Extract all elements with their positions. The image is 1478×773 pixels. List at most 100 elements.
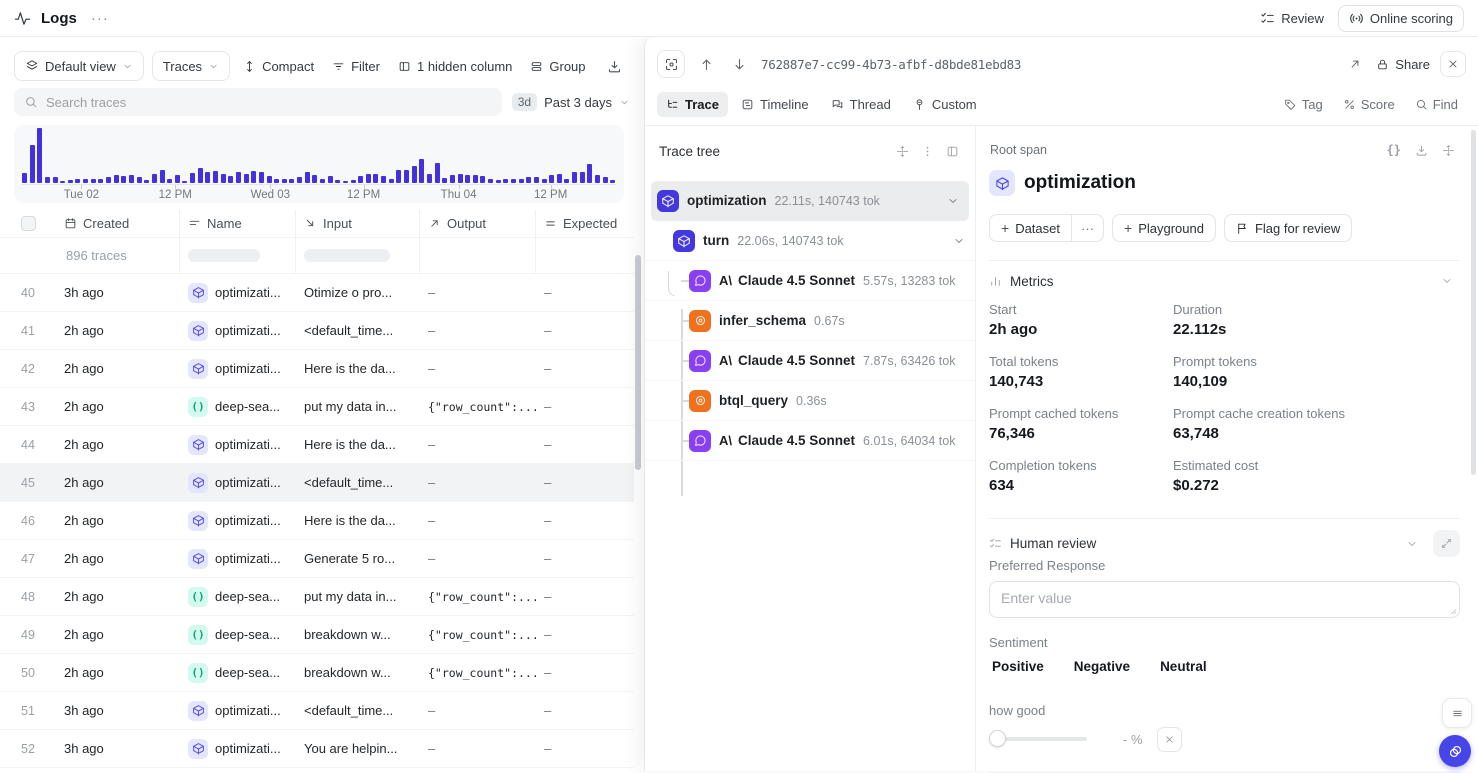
tree-node-llm[interactable]: A\ Claude 4.5 Sonnet 6.01s, 64034 tok — [645, 421, 975, 461]
filter-button[interactable]: Filter — [327, 51, 385, 81]
sentiment-positive-button[interactable]: Positive — [992, 659, 1044, 674]
collapse-metrics-chevron[interactable] — [1434, 272, 1460, 290]
time-range-selector[interactable]: 3d Past 3 days — [512, 93, 630, 111]
histogram-bar — [373, 174, 378, 183]
histogram-bar — [228, 176, 233, 183]
export-download-button[interactable] — [603, 55, 626, 78]
code-icon: () — [188, 663, 208, 683]
chevron-down-icon[interactable] — [947, 195, 959, 207]
cube-icon — [188, 701, 208, 721]
panel-menu-button[interactable] — [1442, 698, 1472, 728]
add-to-dataset-button[interactable]: + Dataset — [989, 214, 1071, 242]
tag-button[interactable]: Tag — [1276, 93, 1331, 116]
histogram-bar — [274, 179, 279, 183]
view-selector[interactable]: Default view — [14, 51, 144, 81]
column-header-input[interactable]: Input — [296, 210, 420, 237]
online-scoring-button[interactable]: Online scoring — [1338, 5, 1464, 32]
download-icon[interactable] — [1408, 141, 1435, 160]
histogram-bar — [30, 145, 35, 183]
column-header-output[interactable]: Output — [420, 210, 536, 237]
open-in-playground-button[interactable]: + Playground — [1112, 214, 1216, 242]
hidden-columns-button[interactable]: 1 hidden column — [393, 51, 517, 81]
column-header-name[interactable]: Name — [180, 210, 296, 237]
tab-timeline[interactable]: Timeline — [732, 92, 818, 117]
dataset-more-button[interactable]: ··· — [1071, 214, 1104, 242]
histogram-bar — [198, 168, 203, 183]
tab-thread[interactable]: Thread — [822, 92, 900, 117]
clear-score-button[interactable] — [1157, 727, 1182, 752]
how-good-slider[interactable] — [989, 730, 1087, 748]
expand-review-button[interactable] — [1433, 530, 1460, 557]
histogram-bar — [450, 175, 455, 183]
assistant-logo-button[interactable] — [1439, 735, 1471, 767]
tab-custom[interactable]: Custom — [904, 92, 986, 117]
mode-selector[interactable]: Traces — [152, 51, 230, 81]
prev-trace-button[interactable] — [695, 53, 718, 76]
cube-icon — [989, 170, 1015, 196]
histogram-bar — [534, 177, 539, 183]
share-button[interactable]: Share — [1376, 57, 1430, 72]
tree-node-optimization[interactable]: optimization 22.11s, 140743 tok — [651, 181, 969, 221]
tree-node-tool[interactable]: infer_schema 0.67s — [645, 301, 975, 341]
histogram-tick-label: 12 PM — [534, 189, 567, 201]
column-header-created[interactable]: Created — [56, 210, 180, 237]
resize-handle[interactable] — [1447, 605, 1457, 615]
slider-knob[interactable] — [989, 730, 1006, 747]
find-button[interactable]: Find — [1407, 93, 1466, 116]
collapse-review-chevron[interactable] — [1399, 535, 1425, 553]
flag-for-review-button[interactable]: Flag for review — [1224, 214, 1352, 242]
group-button[interactable]: Group — [525, 51, 590, 81]
tab-trace[interactable]: Trace — [657, 92, 728, 117]
move-icon[interactable] — [890, 142, 915, 161]
review-button[interactable]: Review — [1260, 11, 1324, 26]
filter-icon — [332, 60, 345, 73]
view-json-button[interactable]: {} — [1380, 140, 1408, 160]
sentiment-neutral-button[interactable]: Neutral — [1160, 659, 1207, 674]
columns-icon — [398, 60, 411, 73]
search-input[interactable] — [46, 95, 492, 110]
tree-node-llm[interactable]: A\ Claude 4.5 Sonnet 5.57s, 13283 tok — [645, 261, 975, 301]
histogram-bar — [144, 180, 149, 183]
tree-node-tool[interactable]: btql_query 0.36s — [645, 381, 975, 421]
histogram-bar — [427, 174, 432, 183]
tree-node-turn[interactable]: turn 22.06s, 140743 tok — [645, 221, 975, 261]
move-icon[interactable] — [1435, 141, 1462, 160]
focus-span-button[interactable] — [657, 50, 685, 78]
select-all-checkbox[interactable] — [21, 216, 36, 231]
tree-node-llm[interactable]: A\ Claude 4.5 Sonnet 7.87s, 63426 tok — [645, 341, 975, 381]
more-menu-button[interactable]: ··· — [87, 8, 113, 29]
sentiment-negative-button[interactable]: Negative — [1074, 659, 1130, 674]
anthropic-logo: A\ — [719, 433, 732, 448]
chevron-down-icon[interactable] — [953, 235, 965, 247]
detail-scrollbar[interactable] — [1471, 130, 1476, 475]
histogram-bar — [221, 174, 226, 183]
histogram-bar — [435, 163, 440, 183]
kebab-menu-icon[interactable] — [915, 142, 940, 161]
compact-toggle[interactable]: Compact — [238, 51, 319, 81]
next-trace-button[interactable] — [728, 53, 751, 76]
open-fullscreen-icon[interactable] — [1344, 53, 1366, 75]
close-panel-button[interactable] — [1440, 51, 1466, 77]
score-button[interactable]: Score — [1335, 93, 1403, 116]
preferred-response-input[interactable] — [990, 582, 1459, 617]
column-header-expected[interactable]: Expected — [536, 210, 634, 237]
table-scrollbar[interactable] — [635, 255, 641, 470]
cube-icon — [188, 739, 208, 759]
panel-layout-icon[interactable] — [940, 142, 965, 161]
